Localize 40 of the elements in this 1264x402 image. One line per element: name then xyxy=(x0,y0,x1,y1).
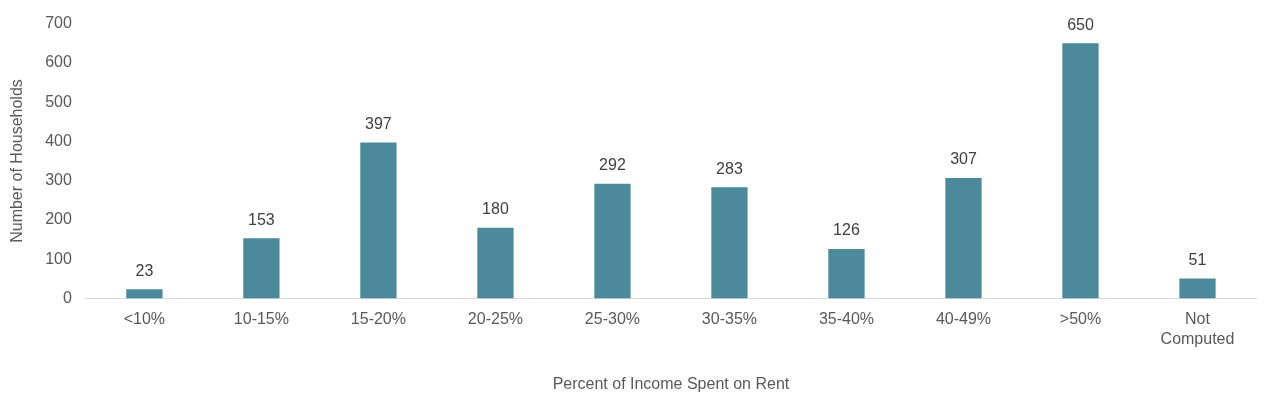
x-tick-label: 30-35% xyxy=(701,310,758,328)
x-tick-label: 15-20% xyxy=(350,310,406,328)
bar xyxy=(126,289,163,299)
x-tick-label: 25-30% xyxy=(584,310,641,328)
x-tick-label: <10% xyxy=(123,310,166,328)
bar xyxy=(945,177,982,299)
y-axis-title: Number of Households xyxy=(8,79,26,243)
bar xyxy=(828,248,865,299)
y-tick-label: 500 xyxy=(45,92,72,110)
y-tick-label: 300 xyxy=(45,171,72,189)
y-tick-label: 0 xyxy=(62,288,72,306)
x-tick-label: 35-40% xyxy=(818,310,875,328)
x-tick-label: 10-15% xyxy=(233,310,289,328)
data-label: 650 xyxy=(1067,15,1094,33)
bar xyxy=(360,142,397,299)
x-axis-title: Percent of Income Spent on Rent xyxy=(552,374,790,392)
bar xyxy=(477,227,514,299)
bar xyxy=(711,187,748,299)
data-label: 180 xyxy=(482,200,509,218)
x-tick-label: 40-49% xyxy=(935,310,992,328)
data-label: 292 xyxy=(599,156,626,174)
data-label: 51 xyxy=(1188,250,1207,268)
data-label: 307 xyxy=(950,150,977,168)
y-tick-label: 200 xyxy=(45,210,72,228)
y-tick-label: 700 xyxy=(45,14,72,32)
y-tick-label: 400 xyxy=(45,131,72,149)
x-tick-label: Not Computed xyxy=(1160,310,1235,347)
bar xyxy=(594,183,631,299)
x-tick-label: >50% xyxy=(1059,310,1102,328)
bar xyxy=(1062,43,1099,299)
y-tick-label: 600 xyxy=(45,53,72,71)
data-label: 23 xyxy=(135,261,154,279)
data-label: 283 xyxy=(716,159,743,177)
data-label: 153 xyxy=(248,210,275,228)
y-tick-label: 100 xyxy=(45,249,72,267)
data-label: 397 xyxy=(365,114,392,132)
data-label: 126 xyxy=(833,221,860,239)
bar xyxy=(243,238,280,299)
bar xyxy=(1179,278,1216,299)
x-tick-label: 20-25% xyxy=(467,310,524,328)
